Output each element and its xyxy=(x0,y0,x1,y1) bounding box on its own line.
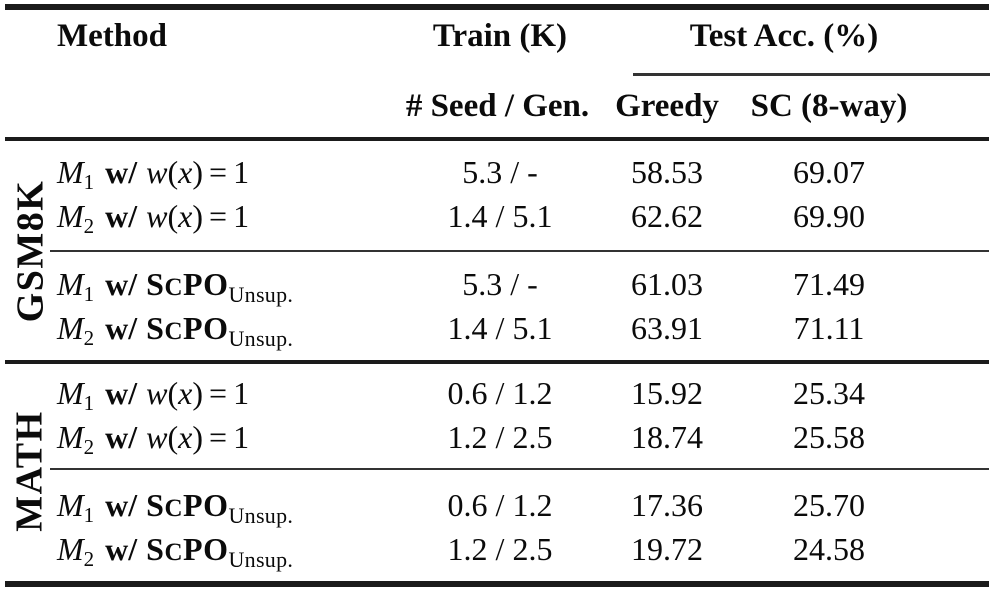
greedy-acc-value: 61.03 xyxy=(631,266,703,302)
method-label: M1 w/w(x) = 1 xyxy=(57,154,250,194)
column-group-test-acc: Test Acc. (%) xyxy=(689,18,879,54)
method-label: M1 w/SCPOUnsup. xyxy=(57,487,294,528)
method-label: M2 w/w(x) = 1 xyxy=(57,198,250,238)
train-seed-gen-value: 1.4 / 5.1 xyxy=(447,198,553,234)
method-label: M1 w/w(x) = 1 xyxy=(57,375,250,415)
method-label: M2 w/SCPOUnsup. xyxy=(57,310,294,351)
column-header-sc-8way: SC (8-way) xyxy=(750,88,908,124)
greedy-acc-value: 62.62 xyxy=(631,198,703,234)
train-seed-gen-value: 0.6 / 1.2 xyxy=(447,375,553,411)
method-label: M2 w/SCPOUnsup. xyxy=(57,531,294,572)
sc-acc-value: 25.34 xyxy=(793,375,865,411)
greedy-acc-value: 18.74 xyxy=(631,419,703,455)
sc-acc-value: 25.70 xyxy=(793,487,865,523)
greedy-acc-value: 19.72 xyxy=(631,531,703,567)
table-row: M2 w/SCPOUnsup. 1.2 / 2.5 19.72 24.58 xyxy=(0,527,995,571)
greedy-acc-value: 58.53 xyxy=(631,154,703,190)
table-row: M2 w/SCPOUnsup. 1.4 / 5.1 63.91 71.11 xyxy=(0,306,995,350)
train-seed-gen-value: 5.3 / - xyxy=(462,266,538,302)
section-separator-rule xyxy=(5,360,989,364)
table-row: M2 w/w(x) = 1 1.2 / 2.5 18.74 25.58 xyxy=(0,415,995,459)
train-seed-gen-value: 1.4 / 5.1 xyxy=(447,310,553,346)
column-header-method: Method xyxy=(57,18,167,54)
table-row: M1 w/w(x) = 1 5.3 / - 58.53 69.07 xyxy=(0,150,995,194)
gsm8k-midrule xyxy=(50,250,989,252)
method-label: M2 w/w(x) = 1 xyxy=(57,419,250,459)
table-row: M1 w/SCPOUnsup. 0.6 / 1.2 17.36 25.70 xyxy=(0,483,995,527)
top-rule xyxy=(5,4,989,10)
column-group-train: Train (K) xyxy=(432,18,568,54)
method-label: M1 w/SCPOUnsup. xyxy=(57,266,294,307)
greedy-acc-value: 17.36 xyxy=(631,487,703,523)
sc-acc-value: 24.58 xyxy=(793,531,865,567)
column-header-seed-gen: # Seed / Gen. xyxy=(405,88,590,124)
train-seed-gen-value: 5.3 / - xyxy=(462,154,538,190)
column-header-greedy: Greedy xyxy=(615,88,719,124)
sc-acc-value: 71.49 xyxy=(793,266,865,302)
train-seed-gen-value: 1.2 / 2.5 xyxy=(447,531,553,567)
header-separator-rule xyxy=(5,137,989,141)
sc-acc-value: 69.07 xyxy=(793,154,865,190)
bottom-rule xyxy=(5,581,989,587)
table-row: M1 w/w(x) = 1 0.6 / 1.2 15.92 25.34 xyxy=(0,371,995,415)
test-acc-cmidrule xyxy=(633,73,990,76)
math-midrule xyxy=(50,468,989,470)
train-seed-gen-value: 1.2 / 2.5 xyxy=(447,419,553,455)
sc-acc-value: 69.90 xyxy=(793,198,865,234)
table-row: M2 w/w(x) = 1 1.4 / 5.1 62.62 69.90 xyxy=(0,194,995,238)
greedy-acc-value: 63.91 xyxy=(631,310,703,346)
table-row: M1 w/SCPOUnsup. 5.3 / - 61.03 71.49 xyxy=(0,262,995,306)
sc-acc-value: 25.58 xyxy=(793,419,865,455)
greedy-acc-value: 15.92 xyxy=(631,375,703,411)
sc-acc-value: 71.11 xyxy=(793,310,865,346)
train-seed-gen-value: 0.6 / 1.2 xyxy=(447,487,553,523)
